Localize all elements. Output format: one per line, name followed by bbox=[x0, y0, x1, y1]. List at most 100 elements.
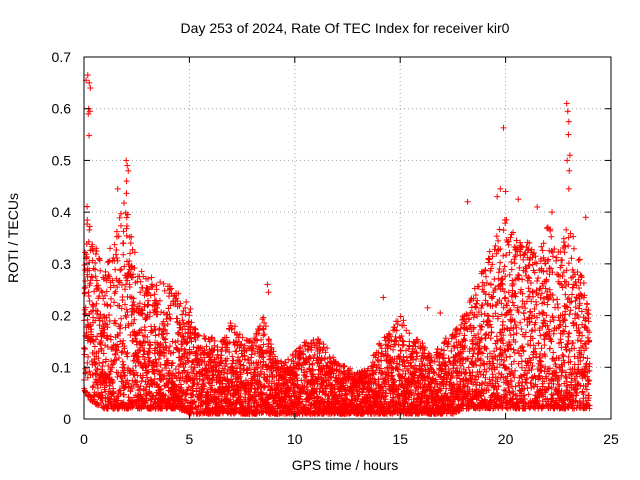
data-points bbox=[81, 72, 593, 417]
data-point bbox=[89, 384, 96, 391]
data-point bbox=[107, 303, 114, 310]
data-point bbox=[486, 255, 493, 262]
data-point bbox=[392, 338, 399, 345]
data-point bbox=[94, 385, 101, 392]
data-point bbox=[96, 317, 103, 324]
data-point bbox=[97, 311, 104, 318]
data-point bbox=[482, 344, 489, 351]
data-point bbox=[93, 286, 100, 293]
data-point bbox=[95, 348, 102, 355]
data-point bbox=[496, 226, 503, 233]
data-point bbox=[99, 397, 106, 404]
data-point bbox=[84, 374, 91, 381]
data-point bbox=[112, 266, 119, 273]
data-point bbox=[117, 210, 124, 217]
data-point bbox=[96, 257, 103, 264]
data-point bbox=[186, 312, 193, 319]
data-point bbox=[400, 341, 407, 348]
data-point bbox=[93, 277, 100, 284]
data-point bbox=[172, 366, 179, 373]
data-point bbox=[93, 245, 100, 252]
data-point bbox=[448, 347, 455, 354]
data-point bbox=[85, 353, 92, 360]
data-point bbox=[92, 266, 99, 273]
data-point bbox=[123, 225, 130, 232]
data-point bbox=[82, 388, 89, 395]
data-point bbox=[498, 371, 505, 378]
data-point bbox=[473, 300, 480, 307]
data-point bbox=[167, 315, 174, 322]
data-point bbox=[99, 392, 106, 399]
data-point bbox=[111, 241, 118, 248]
data-point bbox=[98, 347, 105, 354]
data-point bbox=[112, 288, 119, 295]
data-point bbox=[472, 303, 479, 310]
data-point bbox=[120, 228, 127, 235]
data-point bbox=[111, 290, 118, 297]
data-point bbox=[85, 238, 92, 245]
data-point bbox=[85, 335, 92, 342]
data-point bbox=[94, 310, 101, 317]
data-point bbox=[245, 355, 252, 362]
data-point bbox=[82, 277, 89, 284]
data-point bbox=[497, 259, 504, 266]
data-point bbox=[495, 269, 502, 276]
data-point bbox=[117, 222, 124, 229]
data-point bbox=[95, 282, 102, 289]
data-point bbox=[91, 360, 98, 367]
data-point bbox=[90, 383, 97, 390]
data-point bbox=[127, 240, 134, 247]
data-point bbox=[144, 297, 151, 304]
data-point bbox=[120, 240, 127, 247]
data-point bbox=[442, 335, 449, 342]
data-point bbox=[102, 268, 109, 275]
data-point bbox=[116, 214, 123, 221]
data-point bbox=[84, 316, 91, 323]
data-point bbox=[87, 280, 94, 287]
data-point bbox=[95, 355, 102, 362]
data-point bbox=[86, 267, 93, 274]
data-point bbox=[131, 316, 138, 323]
data-point bbox=[187, 305, 194, 312]
data-point bbox=[240, 362, 247, 369]
data-point bbox=[87, 323, 94, 330]
data-point bbox=[138, 268, 145, 275]
data-point bbox=[99, 359, 106, 366]
data-point bbox=[91, 343, 98, 350]
data-point bbox=[90, 314, 97, 321]
data-point bbox=[94, 308, 101, 315]
data-point bbox=[81, 351, 88, 358]
data-point bbox=[88, 326, 95, 333]
data-point bbox=[113, 246, 120, 253]
data-point bbox=[93, 367, 100, 374]
data-point bbox=[98, 389, 105, 396]
data-point bbox=[137, 278, 144, 285]
data-point bbox=[108, 295, 115, 302]
data-point bbox=[98, 345, 105, 352]
data-point bbox=[86, 223, 93, 230]
data-point bbox=[485, 256, 492, 263]
data-point bbox=[123, 214, 130, 221]
data-point bbox=[92, 361, 99, 368]
data-point bbox=[81, 262, 88, 269]
data-point bbox=[104, 302, 111, 309]
data-point bbox=[84, 203, 91, 210]
data-point bbox=[82, 345, 89, 352]
data-point bbox=[107, 245, 114, 252]
data-point bbox=[100, 329, 107, 336]
data-point bbox=[493, 233, 500, 240]
data-point bbox=[83, 253, 90, 260]
data-point bbox=[138, 377, 145, 384]
data-point bbox=[98, 287, 105, 294]
data-point bbox=[113, 369, 120, 376]
data-point bbox=[261, 331, 268, 338]
data-point bbox=[120, 337, 127, 344]
data-point bbox=[85, 293, 92, 300]
data-point bbox=[117, 267, 124, 274]
data-point bbox=[128, 233, 135, 240]
data-point bbox=[393, 365, 400, 372]
data-point bbox=[214, 351, 221, 358]
data-point bbox=[86, 368, 93, 375]
grid-lines bbox=[84, 57, 611, 419]
